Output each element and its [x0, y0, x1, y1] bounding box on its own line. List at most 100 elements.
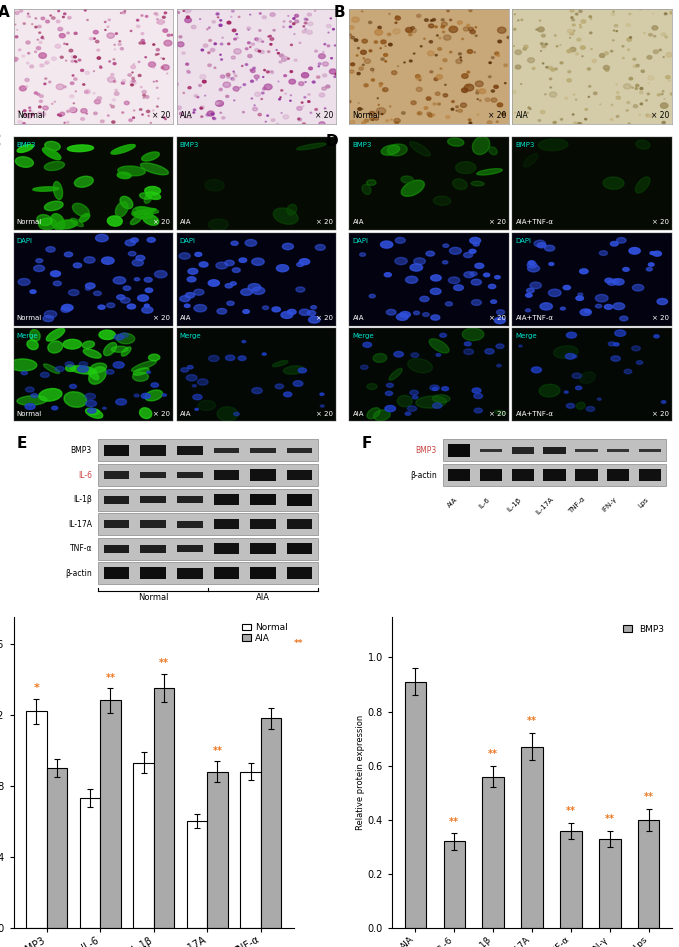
- Circle shape: [164, 12, 166, 14]
- Circle shape: [600, 54, 605, 58]
- Circle shape: [69, 49, 73, 52]
- Circle shape: [94, 291, 101, 295]
- Circle shape: [497, 365, 501, 366]
- Circle shape: [626, 110, 628, 111]
- Circle shape: [43, 315, 54, 322]
- Circle shape: [479, 100, 481, 101]
- Circle shape: [430, 71, 433, 73]
- Circle shape: [363, 58, 365, 59]
- Circle shape: [653, 35, 656, 37]
- Circle shape: [264, 84, 272, 90]
- Circle shape: [64, 13, 66, 14]
- Circle shape: [462, 88, 468, 93]
- Circle shape: [668, 80, 670, 81]
- Circle shape: [617, 238, 626, 243]
- Circle shape: [464, 272, 474, 277]
- Circle shape: [657, 298, 667, 305]
- Circle shape: [216, 100, 223, 106]
- Ellipse shape: [45, 141, 60, 151]
- Circle shape: [568, 71, 571, 73]
- Circle shape: [254, 75, 259, 79]
- Circle shape: [624, 369, 631, 374]
- Circle shape: [294, 59, 297, 62]
- Circle shape: [358, 47, 359, 49]
- Circle shape: [18, 49, 20, 51]
- Circle shape: [208, 40, 212, 42]
- Circle shape: [263, 87, 266, 90]
- Ellipse shape: [82, 341, 94, 348]
- Circle shape: [395, 16, 401, 20]
- Circle shape: [206, 114, 209, 116]
- Circle shape: [327, 25, 331, 27]
- Circle shape: [528, 107, 530, 109]
- Circle shape: [546, 66, 548, 68]
- Ellipse shape: [140, 193, 151, 199]
- Circle shape: [640, 87, 643, 90]
- Circle shape: [289, 26, 291, 27]
- Ellipse shape: [636, 177, 650, 193]
- Circle shape: [27, 15, 30, 17]
- Ellipse shape: [140, 408, 152, 419]
- Circle shape: [382, 88, 388, 92]
- Circle shape: [549, 289, 561, 296]
- Circle shape: [640, 103, 642, 105]
- Circle shape: [450, 27, 455, 29]
- FancyBboxPatch shape: [98, 513, 318, 535]
- Circle shape: [130, 80, 136, 84]
- Circle shape: [67, 111, 69, 113]
- Circle shape: [97, 97, 102, 100]
- FancyBboxPatch shape: [250, 493, 276, 506]
- Circle shape: [629, 78, 633, 80]
- Circle shape: [605, 278, 613, 283]
- Circle shape: [384, 54, 388, 57]
- Circle shape: [515, 65, 521, 69]
- Circle shape: [323, 62, 329, 66]
- Circle shape: [566, 332, 576, 338]
- Circle shape: [26, 387, 34, 392]
- Circle shape: [414, 258, 426, 264]
- Circle shape: [616, 96, 621, 99]
- Circle shape: [297, 262, 304, 266]
- FancyBboxPatch shape: [250, 470, 276, 481]
- Circle shape: [252, 287, 265, 295]
- Circle shape: [504, 82, 506, 83]
- Circle shape: [28, 52, 30, 54]
- Circle shape: [636, 361, 643, 365]
- Text: D: D: [325, 134, 338, 149]
- Circle shape: [145, 57, 147, 58]
- Circle shape: [613, 303, 625, 310]
- Circle shape: [257, 38, 261, 42]
- FancyBboxPatch shape: [607, 449, 629, 452]
- FancyBboxPatch shape: [213, 470, 239, 480]
- Circle shape: [476, 90, 479, 91]
- Circle shape: [208, 279, 219, 286]
- Circle shape: [202, 80, 206, 83]
- Circle shape: [430, 20, 433, 22]
- Circle shape: [75, 62, 77, 63]
- Circle shape: [240, 289, 252, 295]
- Circle shape: [315, 244, 325, 250]
- Circle shape: [318, 63, 321, 64]
- Circle shape: [576, 296, 583, 300]
- Circle shape: [227, 43, 230, 45]
- Ellipse shape: [132, 206, 153, 219]
- Text: × 20: × 20: [652, 220, 669, 225]
- Ellipse shape: [51, 214, 65, 230]
- Circle shape: [566, 353, 575, 359]
- Circle shape: [297, 118, 300, 119]
- Circle shape: [298, 368, 306, 373]
- Circle shape: [384, 273, 391, 277]
- Circle shape: [234, 412, 240, 416]
- Circle shape: [627, 38, 631, 42]
- Circle shape: [633, 58, 636, 61]
- Circle shape: [136, 26, 140, 27]
- Circle shape: [475, 35, 477, 37]
- Ellipse shape: [462, 328, 484, 341]
- Circle shape: [281, 312, 293, 318]
- FancyBboxPatch shape: [512, 447, 534, 454]
- Circle shape: [39, 100, 42, 102]
- Ellipse shape: [576, 402, 585, 409]
- Circle shape: [26, 114, 33, 118]
- Text: IL-1β: IL-1β: [507, 496, 523, 512]
- Circle shape: [361, 50, 367, 54]
